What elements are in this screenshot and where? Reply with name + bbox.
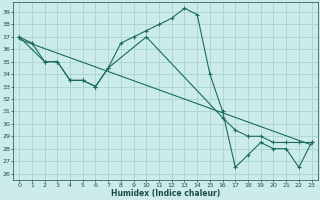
- X-axis label: Humidex (Indice chaleur): Humidex (Indice chaleur): [111, 189, 220, 198]
